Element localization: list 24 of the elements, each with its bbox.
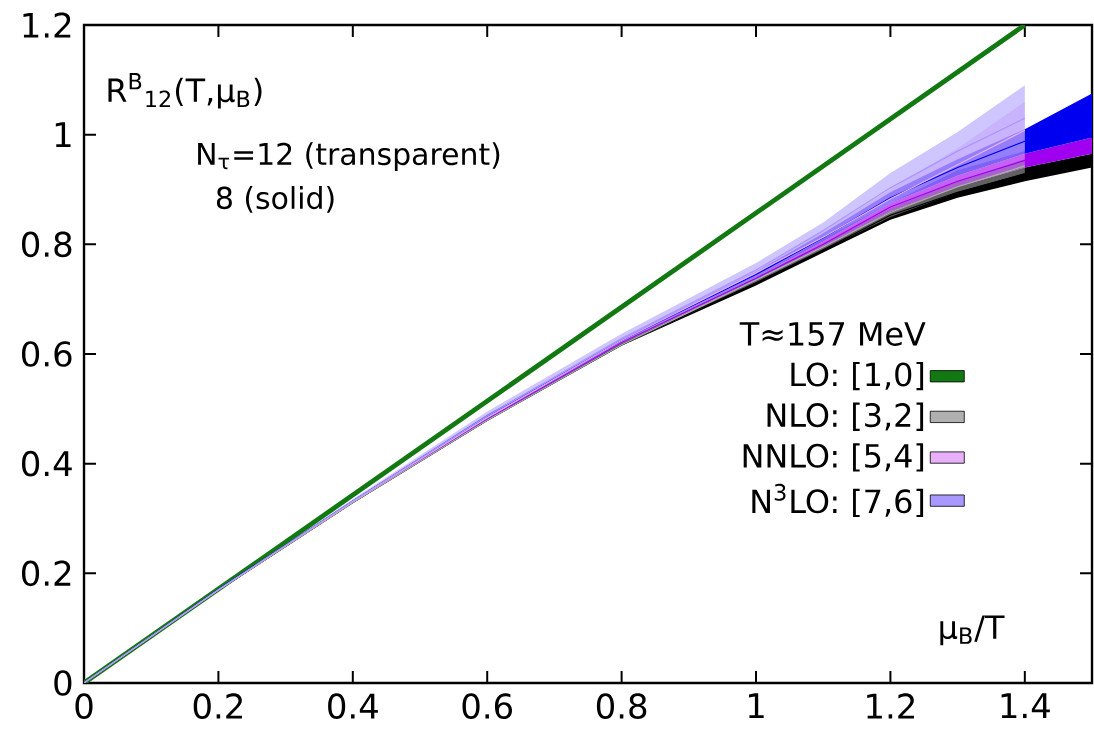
- legend-label: N$^{3}$LO: [7,6]: [752, 483, 924, 518]
- y-tick-label: 0: [54, 670, 72, 696]
- legend-label: LO: [1,0]: [791, 361, 924, 391]
- x-tick-label: 1.2: [867, 693, 914, 719]
- x-tick-label: 0: [75, 693, 93, 719]
- legend-label: NLO: [3,2]: [767, 402, 924, 431]
- x-tick-label: 0.8: [596, 693, 647, 719]
- x-tick-label: 0.2: [193, 693, 242, 719]
- y-tick-label: 1: [55, 122, 71, 148]
- legend-title: T≈157 MeV: [739, 322, 926, 346]
- y-tick-label: 0.8: [22, 231, 72, 258]
- x-tick-label: 0.4: [328, 693, 378, 719]
- x-tick-label: 0.6: [462, 693, 512, 719]
- y-tick-label: 0.2: [22, 560, 71, 587]
- x-tick-label: 1: [748, 693, 764, 719]
- y-tick-label: 1.2: [23, 12, 71, 38]
- y-axis-title: R$^{B}$$_{12}$(T,μ$_{B}$): [108, 73, 262, 109]
- annotation: 8 (solid): [216, 186, 334, 213]
- legend-label: NNLO: [5,4]: [743, 443, 924, 472]
- y-tick-label: 0.6: [22, 341, 72, 367]
- x-axis-title: μ$_{B}$/T: [940, 615, 1005, 646]
- y-tick-label: 0.4: [22, 450, 72, 477]
- annotation: N$_{τ}$=12 (transparent): [198, 142, 500, 172]
- x-tick-label: 1.4: [1001, 693, 1050, 719]
